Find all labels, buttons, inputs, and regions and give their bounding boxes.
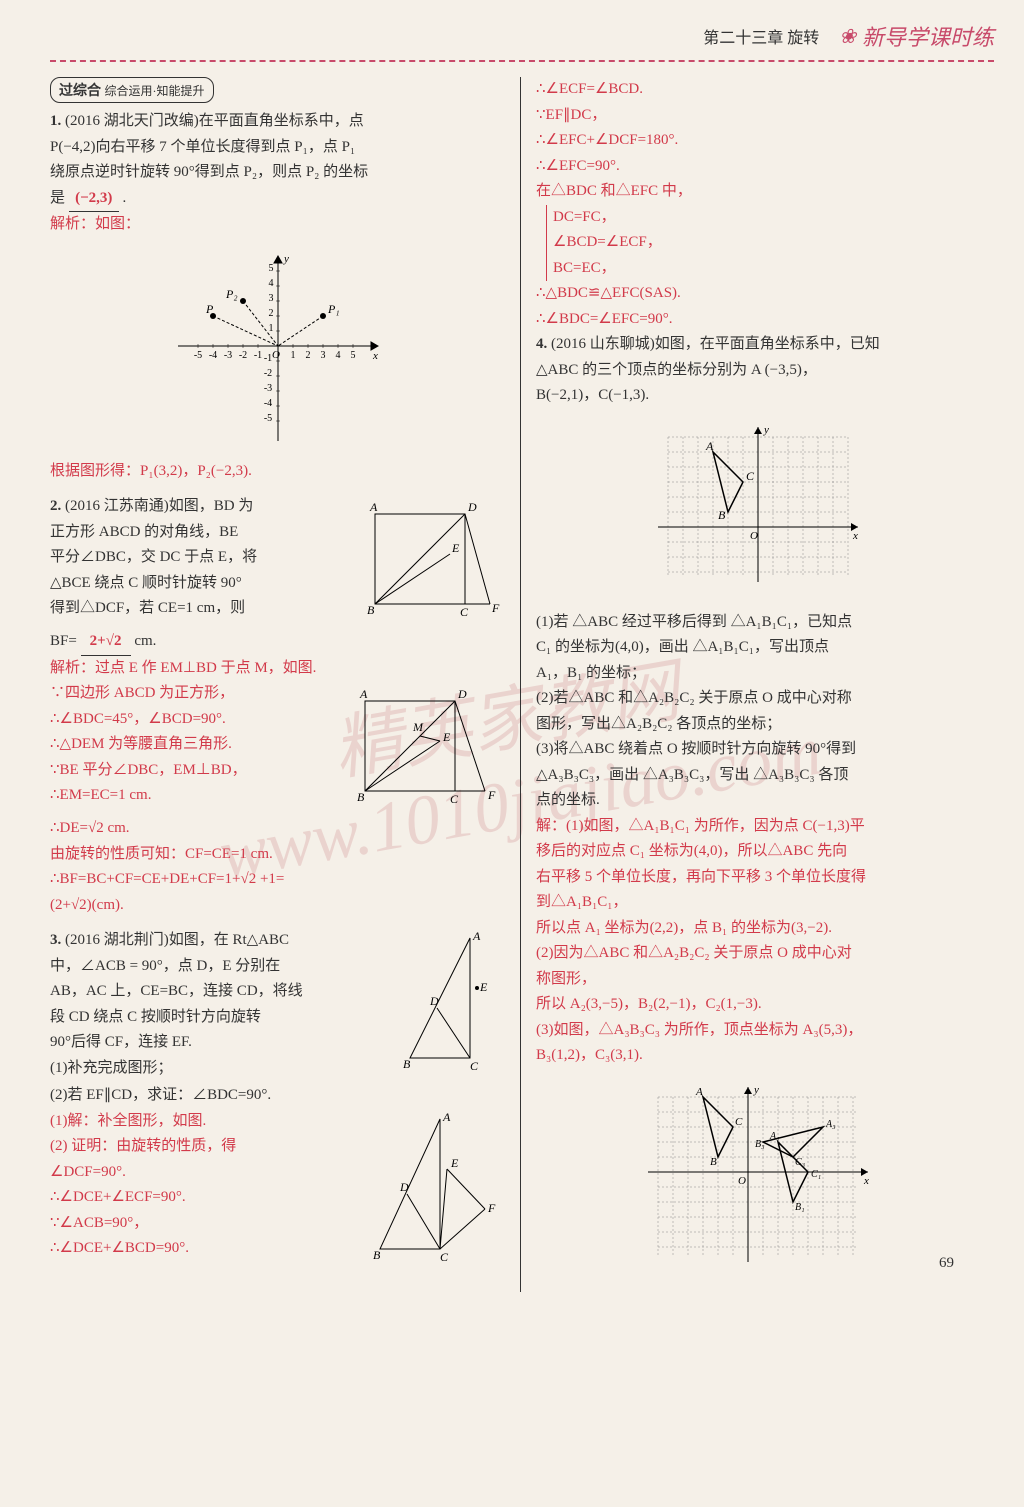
svg-text:C: C <box>460 605 469 619</box>
svg-text:M: M <box>412 720 424 734</box>
figure-q4a: A B C O x y <box>536 417 980 602</box>
svg-text:-1: -1 <box>263 353 271 364</box>
svg-text:-5: -5 <box>193 350 201 361</box>
svg-text:E: E <box>451 541 460 555</box>
svg-text:O: O <box>738 1175 746 1187</box>
svg-text:D: D <box>429 994 439 1008</box>
flower-icon: ❀ <box>839 24 856 49</box>
svg-text:C: C <box>440 1250 449 1264</box>
svg-text:D: D <box>467 500 477 514</box>
svg-text:-4: -4 <box>263 398 271 409</box>
svg-text:F: F <box>487 1201 496 1215</box>
svg-text:B: B <box>718 508 726 522</box>
page-content: 第二十三章 旋转 ❀ 新导学课时练 过综合 综合运用·知能提升 1. (2016… <box>50 20 994 1292</box>
svg-text:A: A <box>369 500 378 514</box>
svg-text:5: 5 <box>268 263 273 274</box>
svg-text:2: 2 <box>268 308 273 319</box>
svg-text:A₃: A₃ <box>825 1119 836 1130</box>
svg-text:P₂: P₂ <box>225 287 238 301</box>
book-title-text: 新导学课时练 <box>862 20 994 52</box>
svg-text:C: C <box>450 792 459 806</box>
book-title: ❀ 新导学课时练 <box>839 20 994 52</box>
svg-text:x: x <box>863 1175 869 1187</box>
problem-1: 1. (2016 湖北天门改编)在平面直角坐标系中，点 P(−4,2)向右平移 … <box>50 109 505 484</box>
svg-text:x: x <box>852 530 858 542</box>
svg-text:A: A <box>472 929 481 943</box>
svg-text:P: P <box>205 302 214 316</box>
right-column: ∴∠ECF=∠BCD. ∵EF∥DC， ∴∠EFC+∠DCF=180°. ∴∠E… <box>520 77 980 1292</box>
svg-text:-3: -3 <box>263 383 271 394</box>
figure-q3b: A E D F B C <box>365 1109 505 1274</box>
left-column: 过综合 综合运用·知能提升 1. (2016 湖北天门改编)在平面直角坐标系中，… <box>50 77 520 1292</box>
page-number: 69 <box>939 1255 954 1272</box>
svg-text:E: E <box>442 730 451 744</box>
figure-q3a: A E D B C <box>395 928 505 1083</box>
svg-text:C₃: C₃ <box>795 1157 806 1168</box>
svg-text:C₁: C₁ <box>811 1169 821 1180</box>
answer-blank-1: (−2,3) <box>69 186 119 213</box>
svg-text:5: 5 <box>350 350 355 361</box>
problem-3: 3. (2016 湖北荆门)如图，在 Rt△ABC 中，∠ACB = 90°，点… <box>50 928 505 1274</box>
svg-text:E: E <box>479 980 488 994</box>
svg-text:B: B <box>357 790 365 804</box>
svg-text:C: C <box>746 469 755 483</box>
svg-text:C: C <box>470 1059 479 1073</box>
svg-text:F: F <box>487 788 496 802</box>
svg-text:y: y <box>763 424 769 436</box>
problem-2: 2. (2016 江苏南通)如图，BD 为 正方形 ABCD 的对角线，BE 平… <box>50 494 505 918</box>
problem-4: 4. (2016 山东聊城)如图，在平面直角坐标系中，已知 △ABC 的三个顶点… <box>536 332 980 1282</box>
svg-text:x: x <box>372 350 378 362</box>
svg-text:-2: -2 <box>263 368 271 379</box>
svg-text:-4: -4 <box>208 350 216 361</box>
chapter-crumb: 第二十三章 旋转 <box>703 24 819 48</box>
page-header: 第二十三章 旋转 ❀ 新导学课时练 <box>50 20 994 52</box>
figure-q1-coord: -5-4-3-2-1 12345 12345 -1-2-3-4-5 P P₁ P… <box>50 246 505 451</box>
svg-text:A: A <box>705 439 714 453</box>
svg-text:F: F <box>491 601 500 615</box>
svg-text:B: B <box>367 603 375 617</box>
svg-text:A: A <box>695 1086 703 1098</box>
svg-text:B: B <box>403 1057 411 1071</box>
section-tag: 过综合 综合运用·知能提升 <box>50 77 214 103</box>
svg-text:2: 2 <box>305 350 310 361</box>
svg-text:4: 4 <box>335 350 340 361</box>
svg-text:D: D <box>457 687 467 701</box>
svg-text:-3: -3 <box>223 350 231 361</box>
svg-text:O: O <box>750 530 758 542</box>
svg-text:-2: -2 <box>238 350 246 361</box>
svg-text:B: B <box>373 1248 381 1262</box>
svg-text:1: 1 <box>268 323 273 334</box>
svg-text:B₃: B₃ <box>755 1139 765 1150</box>
svg-text:-1: -1 <box>253 350 261 361</box>
figure-q4b: A B C A₁ B₁ C₁ A₃ B₃ C₃ O x y <box>536 1077 980 1282</box>
svg-text:C: C <box>735 1116 743 1128</box>
two-column-layout: 过综合 综合运用·知能提升 1. (2016 湖北天门改编)在平面直角坐标系中，… <box>50 77 994 1292</box>
header-dashline <box>50 60 994 62</box>
svg-text:1: 1 <box>290 350 295 361</box>
svg-text:y: y <box>283 253 289 265</box>
svg-text:P₁: P₁ <box>327 302 340 316</box>
figure-q2a: A D B C E F <box>355 494 505 629</box>
svg-text:E: E <box>450 1156 459 1170</box>
svg-text:A: A <box>359 687 368 701</box>
svg-text:y: y <box>753 1084 759 1096</box>
svg-text:-5: -5 <box>263 413 271 424</box>
figure-q2b: A D B C E M F <box>345 681 505 816</box>
svg-text:3: 3 <box>320 350 325 361</box>
svg-text:B: B <box>710 1156 717 1168</box>
svg-text:D: D <box>399 1180 409 1194</box>
svg-text:A: A <box>442 1110 451 1124</box>
answer-blank-2: 2+√2 <box>81 629 131 656</box>
svg-text:O: O <box>272 349 280 361</box>
svg-text:B₁: B₁ <box>795 1202 805 1213</box>
svg-text:A₁: A₁ <box>769 1131 780 1142</box>
svg-text:3: 3 <box>268 293 273 304</box>
svg-text:4: 4 <box>268 278 273 289</box>
